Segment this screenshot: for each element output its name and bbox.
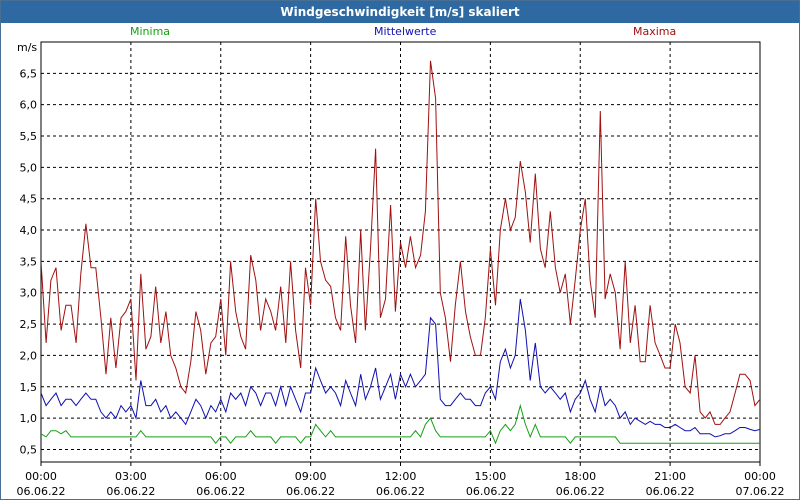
x-tick-date-label: 07.06.22 <box>736 485 785 498</box>
x-tick-date-label: 06.06.22 <box>106 485 155 498</box>
x-tick-time-label: 15:00 <box>475 470 507 483</box>
series-line-maxima <box>41 60 760 425</box>
x-tick-date-label: 06.06.22 <box>376 485 425 498</box>
y-tick-label: 0,5 <box>20 443 38 456</box>
x-tick-date-label: 06.06.22 <box>466 485 515 498</box>
legend-minima: Minima <box>130 25 171 38</box>
x-tick-time-label: 00:00 <box>25 470 57 483</box>
x-tick-time-label: 09:00 <box>295 470 327 483</box>
x-tick-date-label: 06.06.22 <box>17 485 66 498</box>
x-tick-time-label: 03:00 <box>115 470 147 483</box>
window-title: Windgeschwindigkeit [m/s] skaliert <box>1 1 799 23</box>
y-tick-label: 3,5 <box>20 255 38 268</box>
x-tick-time-label: 12:00 <box>385 470 417 483</box>
legend-mittelwerte: Mittelwerte <box>374 25 437 38</box>
y-tick-label: 5,5 <box>20 130 38 143</box>
x-tick-date-label: 06.06.22 <box>286 485 335 498</box>
x-tick-time-label: 21:00 <box>654 470 686 483</box>
y-tick-label: 2,5 <box>20 318 38 331</box>
series-line-minima <box>41 403 760 445</box>
x-tick-date-label: 06.06.22 <box>556 485 605 498</box>
y-tick-label: 1,5 <box>20 381 38 394</box>
plot-frame <box>40 41 761 463</box>
x-tick-time-label: 18:00 <box>564 470 596 483</box>
series-line-mittelwerte <box>41 298 760 438</box>
y-tick-label: 6,0 <box>20 99 38 112</box>
x-tick-time-label: 00:00 <box>744 470 776 483</box>
x-tick-time-label: 06:00 <box>205 470 237 483</box>
y-tick-label: 2,0 <box>20 349 38 362</box>
y-tick-label: 5,0 <box>20 161 38 174</box>
x-tick-date-label: 06.06.22 <box>646 485 695 498</box>
legend-maxima: Maxima <box>633 25 677 38</box>
y-tick-label: 1,0 <box>20 412 38 425</box>
y-tick-label: 3,0 <box>20 287 38 300</box>
y-tick-label: 6,5 <box>20 67 38 80</box>
y-tick-label: 4,5 <box>20 193 38 206</box>
y-axis-unit-label: m/s <box>17 41 38 54</box>
y-tick-label: 4,0 <box>20 224 38 237</box>
x-tick-date-label: 06.06.22 <box>196 485 245 498</box>
